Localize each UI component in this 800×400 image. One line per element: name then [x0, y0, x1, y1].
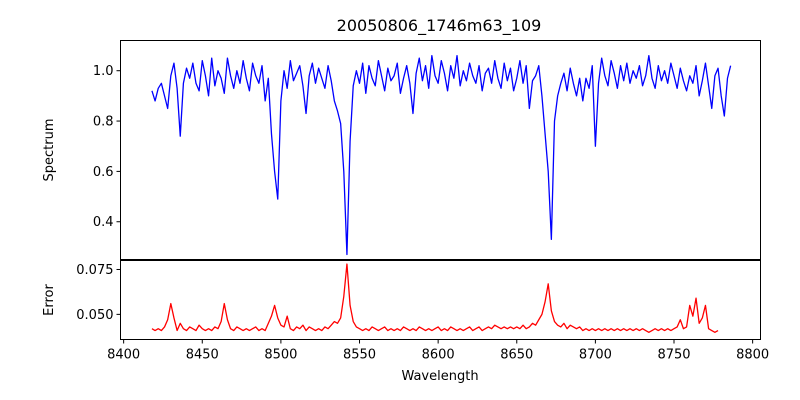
error-frame — [120, 260, 761, 340]
spectrum-y-axis: 0.4 0.6 0.8 1.0 — [93, 64, 121, 230]
error-panel: 0.050 0.075 Error — [42, 260, 761, 340]
x-tick-label: 8650 — [500, 348, 533, 363]
spectrum-y-tick-label: 1.0 — [93, 64, 114, 79]
error-y-axis: 0.050 0.075 — [76, 263, 121, 323]
x-tick-label: 8600 — [422, 348, 455, 363]
spectrum-y-tick-label: 0.6 — [93, 165, 114, 180]
spectrum-y-tick-label: 0.8 — [93, 115, 114, 130]
error-y-tick-label: 0.050 — [76, 308, 113, 323]
spectrum-y-tick-label: 0.4 — [93, 215, 114, 230]
x-axis: 8400 8450 8500 8550 8600 8650 8700 8750 8800 — [107, 339, 769, 363]
spectrum-panel: 0.4 0.6 0.8 1.0 Spectrum — [42, 40, 761, 260]
spectrum-series-line — [151, 54, 732, 256]
spectrum-y-label: Spectrum — [42, 119, 57, 182]
spectrum-plot-area — [151, 54, 732, 256]
x-tick-label: 8550 — [343, 348, 376, 363]
chart-title: 20050806_1746m63_109 — [337, 16, 542, 36]
x-tick-label: 8750 — [657, 348, 690, 363]
x-axis-label: Wavelength — [401, 369, 478, 384]
error-series-line — [151, 263, 719, 333]
x-tick-label: 8400 — [107, 348, 140, 363]
error-y-label: Error — [42, 284, 57, 316]
x-tick-label: 8450 — [186, 348, 219, 363]
x-tick-label: 8800 — [736, 348, 769, 363]
error-y-tick-label: 0.075 — [76, 263, 113, 278]
x-tick-label: 8500 — [264, 348, 297, 363]
x-tick-label: 8700 — [579, 348, 612, 363]
spectrum-frame — [120, 40, 761, 260]
error-plot-area — [151, 263, 719, 333]
